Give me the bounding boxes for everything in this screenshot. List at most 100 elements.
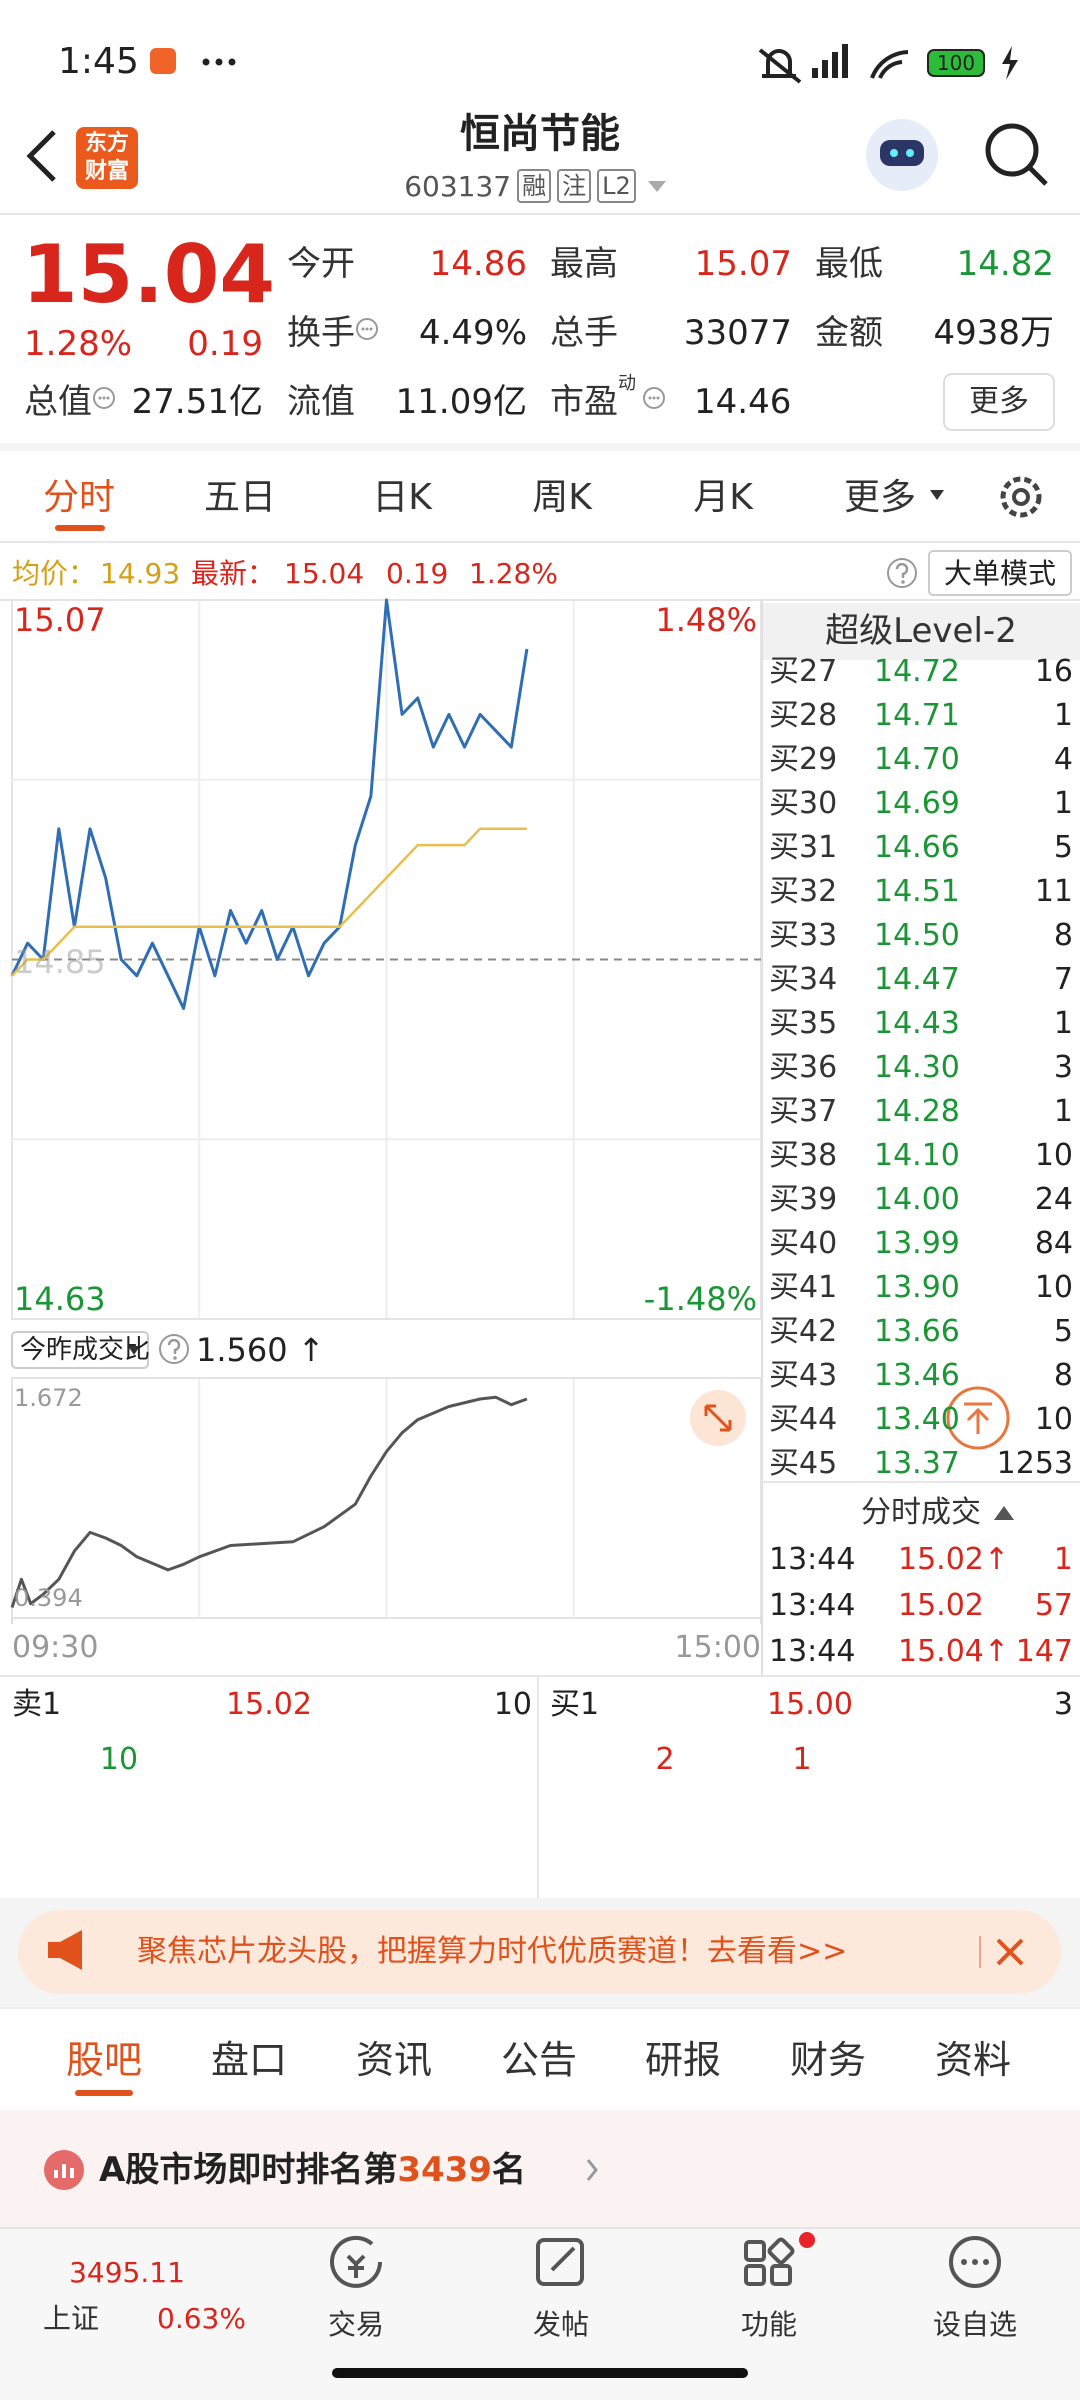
order-volume: 1	[1053, 786, 1073, 822]
info-icon-dot	[656, 396, 660, 400]
order-level: 买38	[769, 1138, 838, 1174]
content-tab[interactable]: 资料	[934, 2038, 1012, 2083]
battery	[927, 49, 985, 77]
order-price: 13.90	[874, 1270, 960, 1306]
logo-text: 东方	[84, 131, 130, 157]
close-banner[interactable]	[996, 1938, 1024, 1966]
field-value: 15.07	[694, 243, 792, 284]
order-level: 买33	[769, 918, 838, 954]
index-value[interactable]: 3495.11	[69, 2255, 185, 2289]
ratio-title[interactable]: 今昨成交比	[20, 1334, 151, 1365]
change-amount: 0.19	[187, 323, 263, 364]
order-volume: 5	[1053, 1314, 1073, 1350]
field-label: 流值	[287, 381, 355, 422]
more-button[interactable]	[943, 373, 1055, 431]
stock-tag: 融	[517, 169, 552, 203]
order-level: 买35	[769, 1006, 838, 1042]
content-tab[interactable]: 盘口	[210, 2038, 288, 2083]
period-tab[interactable]: 更多	[843, 476, 917, 518]
order-volume: 16	[1034, 654, 1073, 690]
trade-time: 13:44	[769, 1542, 856, 1578]
avatar-face	[880, 140, 924, 166]
search-button[interactable]	[985, 123, 1048, 186]
field-label: 换手	[287, 312, 355, 353]
trades-title[interactable]: 分时成交	[861, 1495, 981, 1531]
info-icon	[356, 318, 378, 340]
help-icon[interactable]	[887, 558, 917, 588]
order-price: 14.00	[874, 1182, 960, 1218]
latest-label: 最新：	[191, 556, 276, 590]
order-volume: 1	[1053, 1006, 1073, 1042]
y2-tick-label: 1.48%	[655, 601, 757, 639]
order-volume: 3	[1053, 1050, 1073, 1086]
content-tab[interactable]: 财务	[789, 2038, 867, 2083]
order-level: 买34	[769, 962, 838, 998]
period-tab[interactable]: 五日	[203, 476, 277, 518]
buy-price: 15.00	[767, 1687, 853, 1723]
status-dots	[202, 58, 236, 66]
trade-volume: 147	[1015, 1634, 1073, 1670]
dropdown-arrow[interactable]	[647, 180, 666, 192]
trade-icon[interactable]	[330, 2235, 382, 2288]
info-icon-dot	[652, 396, 656, 400]
change-percent: 1.28%	[24, 323, 133, 364]
series-line	[10, 598, 529, 1010]
settings-button[interactable]	[1000, 476, 1042, 518]
field-value: 14.82	[956, 243, 1054, 284]
content-tab[interactable]: 研报	[644, 2038, 722, 2083]
watchlist-icon[interactable]	[949, 2236, 1001, 2288]
post-icon[interactable]	[536, 2238, 584, 2286]
ranking[interactable]: A股市场即时排名第3439名	[99, 2148, 526, 2192]
order-level: 买32	[769, 874, 838, 910]
order-level: 买36	[769, 1050, 838, 1086]
buy-detail: 1	[792, 1742, 812, 1778]
nav-item[interactable]: 交易	[327, 2307, 385, 2341]
period-tab[interactable]: 日K	[372, 476, 432, 518]
field-label: 总值	[24, 381, 92, 422]
ratio-current: 1.560 ↑	[196, 1331, 325, 1369]
banner-text[interactable]: 聚焦芯片龙头股，把握算力时代优质赛道！去看看>>	[137, 1934, 848, 1970]
mode-button[interactable]	[928, 550, 1072, 596]
status-time: 1:45	[58, 40, 139, 82]
field-value: 14.46	[694, 381, 792, 422]
y-tick-label: 1.672	[14, 1384, 83, 1412]
trade-price: 15.02	[898, 1588, 984, 1624]
nav-item[interactable]: 发帖	[532, 2307, 590, 2341]
more-button-label[interactable]: 更多	[969, 384, 1029, 420]
stock-code: 603137	[404, 169, 512, 203]
field-label: 金额	[815, 312, 883, 353]
content-tab[interactable]: 资讯	[355, 2038, 433, 2083]
period-tab[interactable]: 月K	[693, 476, 753, 518]
stock-tag: L2	[597, 169, 636, 203]
latest-change: 0.19	[386, 556, 449, 590]
order-volume: 11	[1034, 874, 1073, 910]
info-icon-dot	[106, 396, 110, 400]
y-tick-label: 14.85	[14, 942, 106, 981]
period-tab[interactable]: 周K	[532, 476, 592, 518]
function-icon[interactable]	[744, 2237, 795, 2286]
content-tab[interactable]: 公告	[500, 2038, 578, 2083]
content-tab[interactable]: 股吧	[65, 2038, 143, 2083]
nav-item[interactable]: 设自选	[932, 2307, 1018, 2341]
field-value: 4938万	[933, 312, 1054, 353]
order-level: 买29	[769, 742, 838, 778]
watchlist-dots	[961, 2259, 989, 2265]
info-icon-dot	[648, 396, 652, 400]
order-price: 14.43	[874, 1006, 960, 1042]
banner[interactable]	[18, 1910, 1061, 1994]
sell-price: 15.02	[226, 1687, 312, 1723]
stock-tag: 注	[557, 169, 592, 203]
help-icon[interactable]	[159, 1334, 189, 1364]
mode-label[interactable]: 大单模式	[943, 556, 1057, 590]
ranking-text: 3439	[397, 2150, 492, 2190]
ratio-selector[interactable]	[11, 1331, 149, 1369]
period-tab[interactable]: 分时	[42, 476, 116, 518]
order-price: 14.50	[874, 918, 960, 954]
nav-item[interactable]: 功能	[740, 2307, 798, 2341]
back-button[interactable]	[26, 130, 56, 182]
y-tick-label: 0.394	[14, 1584, 83, 1612]
avg-price: 14.93	[100, 556, 181, 590]
field-value: 33077	[683, 312, 792, 353]
y-tick-label: 15.07	[14, 601, 106, 639]
buy-label: 买1	[550, 1687, 600, 1723]
